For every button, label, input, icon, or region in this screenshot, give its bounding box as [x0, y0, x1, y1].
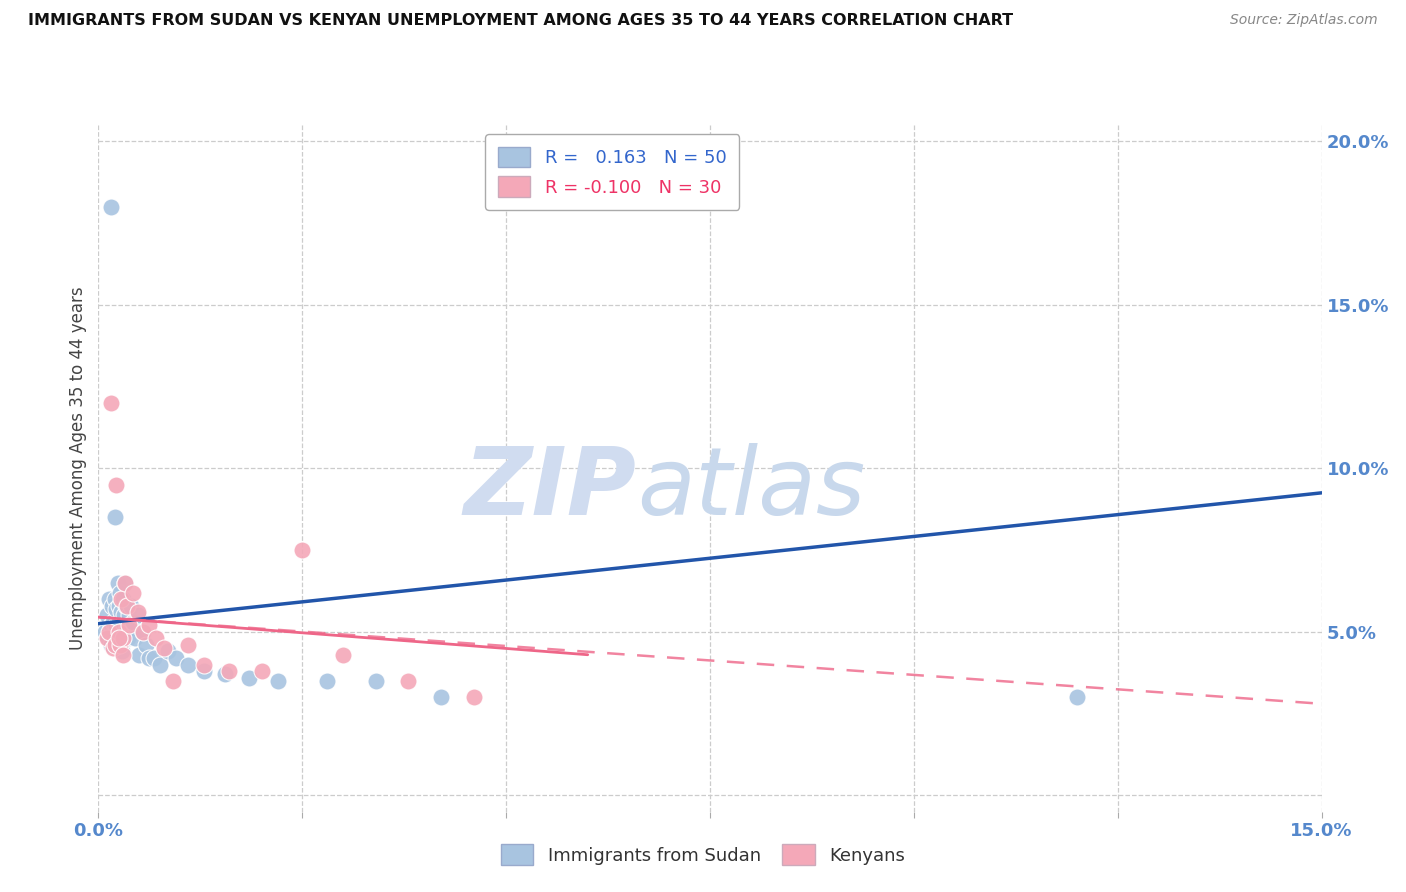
Point — [105, 602, 128, 616]
Point — [162, 673, 184, 688]
Point — [291, 543, 314, 558]
Point — [120, 599, 142, 613]
Point — [96, 608, 118, 623]
Point — [111, 592, 134, 607]
Point — [128, 648, 150, 662]
Point — [132, 624, 155, 639]
Legend: Immigrants from Sudan, Kenyans: Immigrants from Sudan, Kenyans — [492, 835, 914, 874]
Point — [108, 632, 131, 646]
Point — [267, 673, 290, 688]
Point — [214, 667, 236, 681]
Text: ZIP: ZIP — [464, 443, 637, 535]
Point — [332, 648, 354, 662]
Point — [107, 575, 129, 590]
Point — [105, 618, 128, 632]
Point — [112, 608, 135, 623]
Point — [138, 618, 160, 632]
Point — [396, 673, 419, 688]
Point — [142, 651, 165, 665]
Point — [104, 510, 127, 524]
Point — [105, 477, 128, 491]
Point — [118, 618, 141, 632]
Point — [108, 599, 131, 613]
Point — [110, 624, 132, 639]
Point — [111, 632, 134, 646]
Point — [177, 657, 200, 672]
Point — [124, 632, 146, 646]
Point — [114, 575, 136, 590]
Point — [118, 608, 141, 623]
Point — [165, 651, 187, 665]
Point — [100, 638, 122, 652]
Point — [114, 624, 136, 639]
Point — [193, 664, 215, 678]
Point — [156, 644, 179, 658]
Text: atlas: atlas — [637, 443, 865, 534]
Point — [110, 605, 132, 619]
Point — [138, 651, 160, 665]
Point — [108, 638, 131, 652]
Point — [127, 608, 149, 623]
Point — [463, 690, 485, 705]
Point — [98, 624, 121, 639]
Text: IMMIGRANTS FROM SUDAN VS KENYAN UNEMPLOYMENT AMONG AGES 35 TO 44 YEARS CORRELATI: IMMIGRANTS FROM SUDAN VS KENYAN UNEMPLOY… — [28, 13, 1014, 29]
Point — [193, 657, 215, 672]
Point — [121, 615, 143, 629]
Point — [96, 632, 118, 646]
Point — [104, 592, 127, 607]
Point — [1066, 690, 1088, 705]
Legend: R =   0.163   N = 50, R = -0.100   N = 30: R = 0.163 N = 50, R = -0.100 N = 30 — [485, 134, 740, 210]
Point — [152, 641, 174, 656]
Point — [111, 644, 134, 658]
Point — [145, 632, 167, 646]
Point — [101, 599, 124, 613]
Point — [127, 605, 149, 619]
Point — [110, 592, 132, 607]
Point — [115, 599, 138, 613]
Point — [135, 638, 157, 652]
Point — [94, 624, 117, 639]
Point — [430, 690, 453, 705]
Point — [98, 592, 121, 607]
Point — [101, 615, 124, 629]
Point — [250, 664, 273, 678]
Point — [117, 632, 139, 646]
Point — [100, 396, 122, 410]
Text: Source: ZipAtlas.com: Source: ZipAtlas.com — [1230, 13, 1378, 28]
Point — [364, 673, 387, 688]
Point — [110, 585, 132, 599]
Point — [111, 648, 134, 662]
Point — [115, 618, 138, 632]
Point — [238, 671, 260, 685]
Point — [315, 673, 337, 688]
Point — [97, 632, 120, 646]
Point — [115, 599, 138, 613]
Point — [132, 624, 155, 639]
Point — [218, 664, 240, 678]
Point — [100, 200, 122, 214]
Point — [101, 641, 124, 656]
Point — [108, 632, 131, 646]
Point — [108, 624, 131, 639]
Point — [121, 585, 143, 599]
Y-axis label: Unemployment Among Ages 35 to 44 years: Unemployment Among Ages 35 to 44 years — [69, 286, 87, 650]
Point — [114, 575, 136, 590]
Point — [108, 615, 131, 629]
Point — [104, 638, 127, 652]
Point — [100, 618, 122, 632]
Point — [177, 638, 200, 652]
Point — [149, 657, 172, 672]
